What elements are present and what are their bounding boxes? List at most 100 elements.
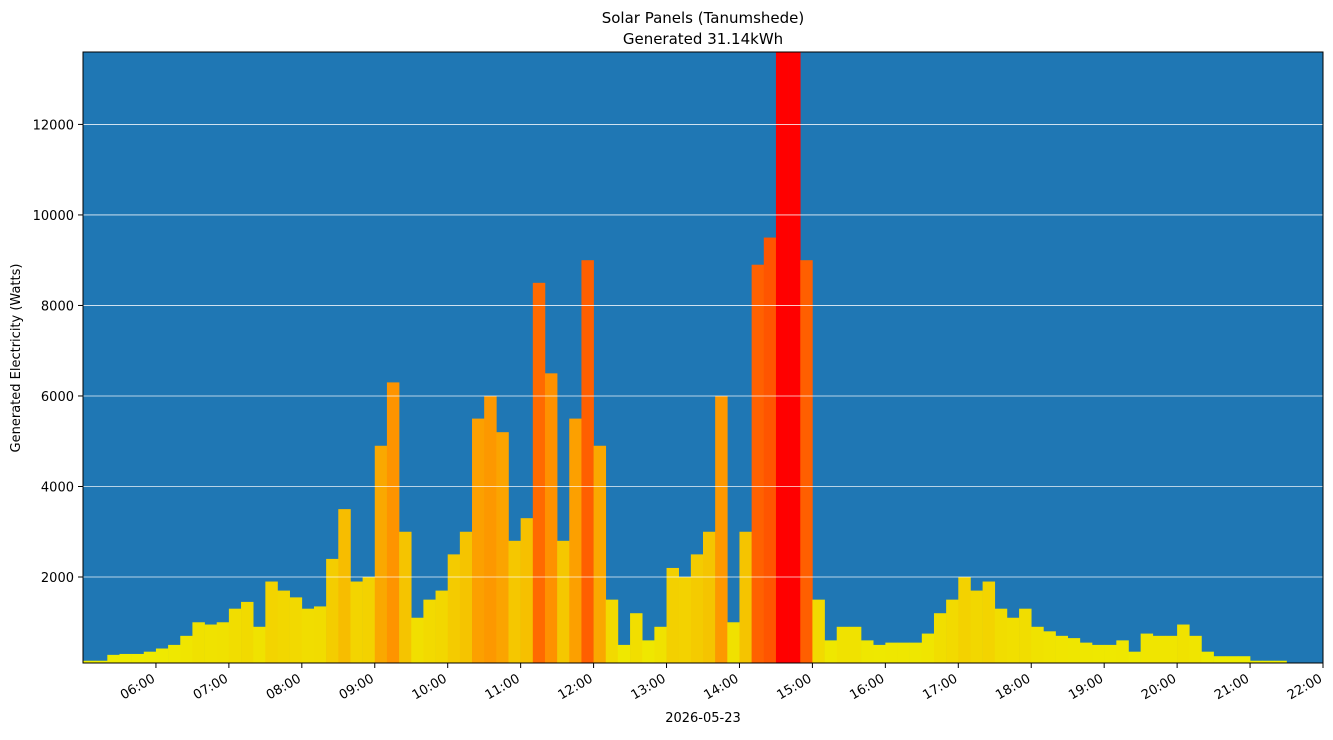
x-tick-label: 07:00 [191,671,231,703]
x-tick-label: 08:00 [264,671,304,703]
bar [703,531,716,663]
bar [873,644,886,663]
bar [520,518,534,663]
x-tick-label: 16:00 [847,671,887,703]
bar [338,509,351,663]
bar [289,597,303,663]
bar [180,635,193,663]
bar [605,599,619,663]
x-tick-label: 19:00 [1066,671,1106,703]
bar [326,558,339,663]
bar [812,599,825,663]
bar [1177,624,1190,663]
bar [1128,651,1141,663]
bar [982,581,996,663]
bar [228,608,242,663]
bar [946,599,959,663]
bar [107,654,120,663]
bar [216,622,230,663]
bar [1079,642,1093,663]
bar [350,581,363,663]
bar [1164,635,1178,663]
y-tick-label: 4000 [41,480,74,495]
x-tick-label: 13:00 [629,671,669,703]
x-tick-label: 12:00 [556,671,596,703]
bar [763,237,777,663]
bar [1225,656,1239,663]
bar [690,554,704,663]
bar [569,418,582,663]
bar [459,531,473,663]
bar [313,606,327,663]
bar [1189,635,1202,663]
bar [933,613,947,663]
bars [83,52,1287,663]
bar [204,624,218,663]
bar [447,554,461,663]
x-tick-label: 15:00 [774,671,814,703]
bar [168,644,181,663]
bar [484,395,497,663]
bar [958,577,971,663]
y-tick-label: 2000 [41,571,74,586]
x-tick-label: 22:00 [1285,671,1325,703]
bar [131,653,145,663]
bar [1043,631,1056,663]
bar [751,264,765,663]
bar [1055,635,1069,663]
bar [374,445,388,663]
bar [666,567,679,663]
y-axis-label: Generated Electricity (Watts) [9,264,24,453]
bar [423,599,436,663]
bar [788,52,801,663]
bar [155,648,169,663]
y-tick-label: 12000 [33,118,74,133]
bar [909,642,923,663]
bar [277,590,290,663]
bar [1031,626,1044,663]
bar [1116,640,1129,663]
x-tick-label: 11:00 [483,671,523,703]
bar [715,395,728,663]
bar [496,432,509,663]
bar [824,640,838,663]
chart-title: Solar Panels (Tanumshede) [602,9,805,27]
bar [83,660,96,663]
bar [241,601,254,663]
x-tick-label: 18:00 [993,671,1033,703]
bar [544,373,558,663]
bar [678,577,692,663]
bar [617,644,631,663]
bar [1019,608,1032,663]
bar [739,531,752,663]
bar [800,260,813,663]
chart-subtitle: Generated 31.14kWh [623,30,783,48]
bar [848,626,862,663]
bar [836,626,850,663]
bar [921,633,935,663]
x-tick-label: 21:00 [1212,671,1252,703]
bar [399,531,412,663]
y-tick-label: 8000 [41,299,74,314]
bar [593,445,607,663]
bar [143,651,157,663]
bar [994,608,1008,663]
bar [1237,656,1251,663]
bar [411,617,424,663]
bar [1201,651,1214,663]
bar [642,640,655,663]
x-tick-label: 17:00 [920,671,960,703]
bar [970,590,983,663]
bar [508,540,521,663]
y-tick-label: 10000 [33,209,74,224]
bar [1213,656,1227,663]
bar [532,282,546,663]
bar [1140,633,1154,663]
bar [386,382,400,663]
bar [727,622,740,663]
bar [1250,660,1263,663]
bar [192,622,205,663]
bar [472,418,485,663]
bar [1067,638,1081,663]
